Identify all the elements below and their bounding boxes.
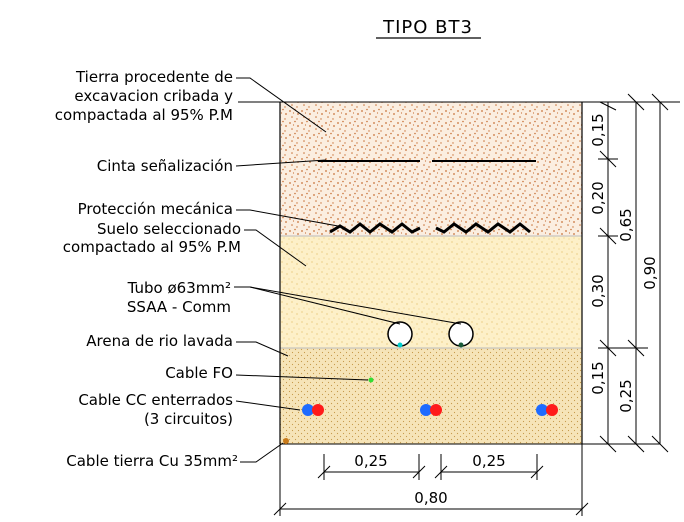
label-tierra-line1: Tierra procedente de	[75, 68, 233, 86]
dimension-lines-horizontal	[273, 444, 589, 516]
label-tierra-line2: excavacion cribada y	[74, 87, 233, 105]
layer-backfill-soil	[280, 102, 582, 236]
dim-v-090: 0,90	[641, 256, 659, 289]
label-arena: Arena de rio lavada	[86, 332, 233, 350]
label-cable-tierra: Cable tierra Cu 35mm²	[66, 452, 238, 470]
label-tubo-line2: SSAA - Comm	[127, 298, 231, 316]
dim-v-025: 0,25	[617, 379, 635, 412]
mechanical-protection	[329, 222, 531, 234]
label-tierra-line3: compactada al 95% P.M	[55, 106, 233, 124]
tube-2	[448, 321, 474, 347]
dim-v-015-bottom: 0,15	[589, 361, 607, 394]
dim-v-065: 0,65	[617, 208, 635, 241]
cable-cc-circuit-1	[302, 404, 324, 416]
leader-lines	[234, 77, 462, 463]
cable-cc-circuit-3	[536, 404, 558, 416]
layer-river-sand	[280, 348, 582, 444]
dim-v-020: 0,20	[589, 181, 607, 214]
label-cable-cc-line2: (3 circuitos)	[144, 410, 233, 428]
label-tubo-line1: Tubo ø63mm²	[127, 279, 231, 297]
cable-cc-circuit-2	[420, 404, 442, 416]
dim-v-030: 0,30	[589, 274, 607, 307]
label-cable-cc-line1: Cable CC enterrados	[78, 391, 233, 409]
tube-1-marker	[397, 342, 403, 348]
cable-fo	[368, 377, 374, 383]
dimension-lines-vertical	[598, 93, 669, 453]
label-suelo-line2: compactado al 95% P.M	[63, 238, 241, 256]
dim-v-015-top: 0,15	[589, 113, 607, 146]
dim-h-025-right: 0,25	[472, 452, 505, 470]
diagram-title: TIPO BT3	[382, 17, 473, 38]
cable-tierra	[283, 438, 289, 444]
label-cable-fo: Cable FO	[165, 364, 233, 382]
layer-selected-soil	[280, 236, 582, 348]
label-proteccion: Protección mecánica	[78, 200, 233, 218]
tube-2-marker	[458, 342, 464, 348]
dim-h-025-left: 0,25	[354, 452, 387, 470]
label-cinta: Cinta señalización	[97, 157, 233, 175]
label-suelo-line1: Suelo seleccionado	[97, 220, 241, 238]
dim-h-080: 0,80	[414, 489, 447, 507]
tube-1	[387, 321, 413, 347]
